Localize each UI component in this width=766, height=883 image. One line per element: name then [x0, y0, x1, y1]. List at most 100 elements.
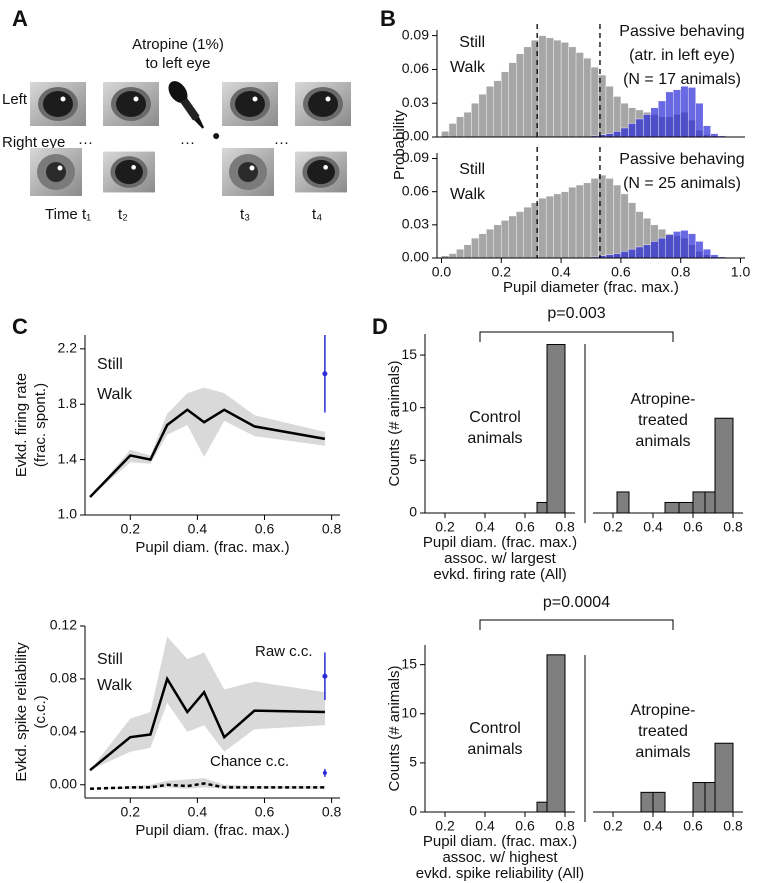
x-tick-label: 0.2 [603, 818, 623, 834]
bar [714, 417, 734, 514]
bar [546, 344, 566, 514]
panel-text: animals [467, 741, 522, 758]
x-tick-label: 0.6 [611, 264, 631, 280]
y-axis-label: Counts (# animals) [386, 361, 403, 487]
x-tick-label: 0.8 [723, 818, 743, 834]
bar [673, 89, 681, 138]
x-tick-label: 0.4 [188, 804, 208, 820]
bar [523, 46, 532, 138]
bar [613, 253, 622, 259]
x-axis-label: evkd. spike reliability (All) [416, 865, 584, 882]
bar [658, 237, 666, 259]
y-tick-label: 0.12 [50, 617, 77, 633]
bar [665, 234, 674, 259]
bar [560, 42, 569, 138]
bar [463, 112, 472, 138]
y-tick-label: 0.04 [50, 723, 77, 739]
bar [553, 193, 562, 259]
bar [692, 491, 706, 514]
y-tick-label: 1.4 [58, 450, 78, 466]
line [89, 782, 325, 790]
legend-label: Still [459, 161, 485, 178]
x-tick-label: 0.4 [643, 519, 663, 535]
bar [658, 100, 666, 138]
eye-image [103, 82, 159, 126]
x-tick-label: 0.8 [322, 804, 342, 820]
y-tick-label: 0.09 [402, 26, 429, 42]
bar [553, 39, 562, 138]
time-label: t₃ [240, 206, 250, 223]
x-tick-label: 0.4 [475, 818, 495, 834]
drug-label: to left eye [145, 55, 210, 72]
y-tick-label: 0.03 [402, 216, 429, 232]
x-tick-label: 0.8 [671, 264, 691, 280]
panel-text: animals [635, 744, 690, 761]
panel-text: Control [469, 720, 521, 737]
panel-text: Atropine- [631, 702, 696, 719]
y-tick-label: 1.0 [58, 506, 78, 522]
bar [448, 253, 457, 259]
bar [605, 86, 614, 138]
x-tick-label: 0.8 [555, 519, 575, 535]
bar [471, 103, 480, 138]
bar [695, 103, 704, 138]
x-axis-label: Pupil diam. (frac. max.) [423, 534, 577, 551]
line [89, 675, 325, 772]
y-tick-label: 15 [401, 655, 417, 671]
bar [545, 195, 554, 259]
bar [508, 62, 517, 138]
bar [650, 107, 659, 138]
bar [678, 501, 694, 514]
bar [673, 231, 681, 259]
bar [702, 248, 711, 259]
annotation: Chance c.c. [210, 753, 289, 770]
confidence-band [90, 636, 325, 771]
bar [702, 125, 711, 138]
x-tick-label: 0.4 [475, 519, 495, 535]
bar [628, 123, 637, 138]
drug-label: Atropine (1%) [132, 36, 224, 53]
bar [605, 133, 614, 138]
bar [456, 116, 465, 138]
y-axis-label: Evkd. firing rate [13, 373, 30, 477]
x-tick-label: 0.8 [723, 519, 743, 535]
x-tick-label: 0.6 [255, 521, 275, 537]
ellipsis: ··· [274, 134, 289, 151]
y-tick-label: 2.2 [58, 340, 78, 356]
bar [538, 198, 547, 259]
x-tick-label: 0.2 [435, 818, 455, 834]
bar [652, 791, 666, 813]
x-tick-label: 0.2 [492, 264, 512, 280]
annotation: (atr. in left eye) [629, 47, 735, 64]
bar [493, 80, 502, 138]
bar [628, 248, 637, 259]
bar [536, 801, 548, 813]
bar [605, 178, 614, 259]
x-tick-label: 0.4 [643, 818, 663, 834]
p-value: p=0.003 [547, 305, 605, 322]
bar [516, 211, 524, 259]
bar [710, 133, 719, 138]
point [322, 770, 327, 775]
y-tick-label: 5 [409, 754, 417, 770]
bar [508, 215, 517, 259]
bar [568, 187, 577, 259]
legend-label: Still [459, 34, 485, 51]
x-axis-label: Pupil diam. (frac. max.) [135, 539, 289, 556]
y-tick-label: 0.09 [402, 149, 429, 165]
bar [613, 184, 622, 259]
legend-label: Still [97, 356, 123, 373]
annotation: Raw c.c. [255, 643, 313, 660]
bar [620, 127, 629, 138]
bar [640, 791, 654, 813]
y-tick-label: 0.00 [50, 775, 77, 791]
significance-bracket [479, 619, 674, 630]
legend-label: Walk [97, 677, 133, 694]
x-tick-label: 0.2 [121, 521, 141, 537]
bar [692, 782, 706, 813]
y-tick-label: 0.03 [402, 94, 429, 110]
y-tick-label: 0.08 [50, 670, 77, 686]
panel-label: D [372, 314, 388, 339]
